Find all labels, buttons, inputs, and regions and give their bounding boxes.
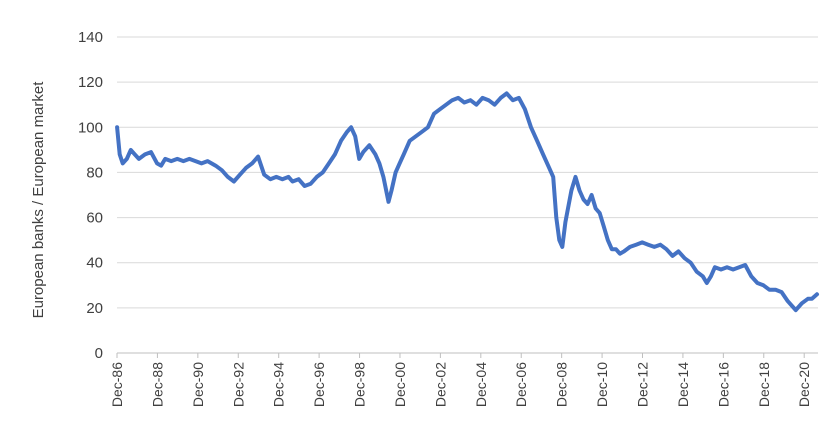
x-tick-label: Dec-04: [473, 362, 489, 407]
y-tick-label: 140: [78, 29, 103, 46]
y-tick-label: 60: [86, 210, 103, 227]
x-tick-label: Dec-86: [109, 362, 125, 407]
x-tick-label: Dec-06: [513, 362, 529, 407]
gridlines: [117, 36, 818, 309]
y-tick-label: 20: [86, 300, 103, 317]
y-axis: 0 20 40 60 80 100 120 140: [78, 29, 103, 362]
x-tick-label: Dec-08: [554, 362, 570, 407]
x-tick-label: Dec-12: [635, 362, 651, 407]
x-tick-label: Dec-20: [796, 362, 812, 407]
y-axis-label: European banks / European market: [30, 81, 47, 319]
y-tick-label: 0: [95, 345, 103, 362]
x-tick-label: Dec-90: [190, 362, 206, 407]
plot-area: [115, 91, 819, 313]
x-tick-label: Dec-88: [149, 362, 165, 407]
x-axis: Dec-86 Dec-88 Dec-90 Dec-92 Dec-94 Dec-96 Dec-…: [109, 352, 818, 407]
x-tick-label: Dec-00: [392, 362, 408, 407]
x-tick-label: Dec-16: [715, 362, 731, 407]
x-tick-label: Dec-14: [675, 362, 691, 407]
y-tick-label: 100: [78, 119, 103, 136]
x-tick-label: Dec-96: [311, 362, 327, 407]
x-tick-label: Dec-98: [352, 362, 368, 407]
series-line: [115, 91, 819, 313]
x-tick-label: Dec-10: [594, 362, 610, 407]
x-tick-label: Dec-94: [271, 362, 287, 407]
y-tick-label: 80: [86, 164, 103, 181]
x-tick-label: Dec-02: [432, 362, 448, 407]
y-tick-label: 40: [86, 255, 103, 272]
y-tick-label: 120: [78, 74, 103, 91]
x-tick-label: Dec-92: [230, 362, 246, 407]
x-tick-label: Dec-18: [756, 362, 772, 407]
